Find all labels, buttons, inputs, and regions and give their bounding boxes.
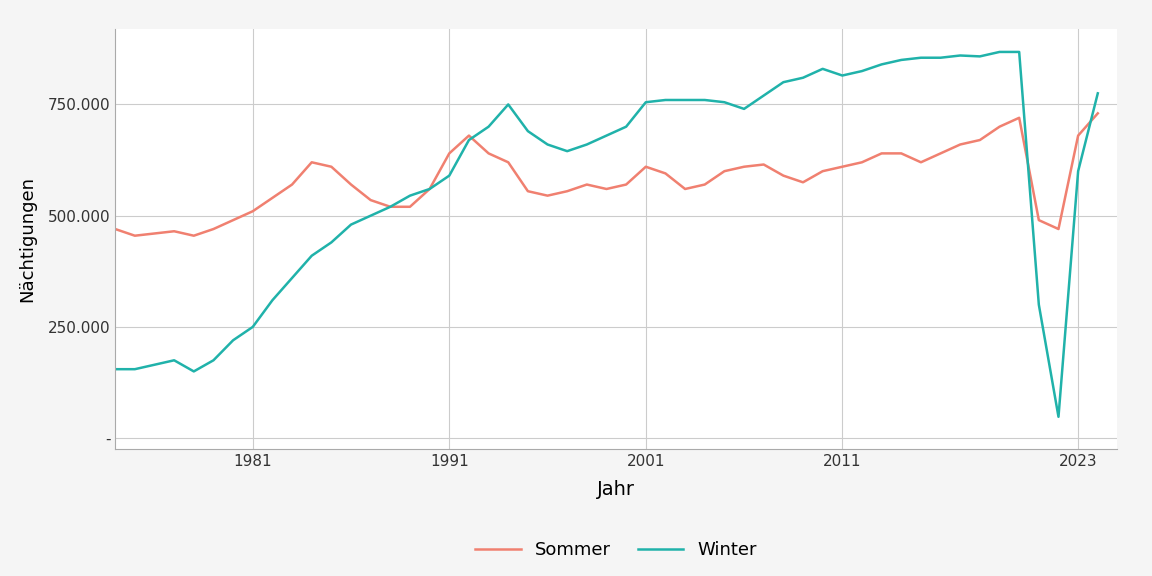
Sommer (423, 185, 437, 192)
Sommer (344, 181, 358, 188)
Winter (816, 66, 829, 73)
Sommer (1071, 132, 1085, 139)
Winter (108, 366, 122, 373)
Winter (423, 185, 437, 192)
Y-axis label: Nächtigungen: Nächtigungen (18, 176, 37, 302)
Sommer (108, 226, 122, 233)
X-axis label: Jahr: Jahr (598, 480, 635, 499)
Legend: Sommer, Winter: Sommer, Winter (468, 534, 765, 566)
Winter (325, 239, 339, 246)
Winter (993, 48, 1007, 55)
Sommer (776, 172, 790, 179)
Sommer (442, 150, 456, 157)
Winter (1052, 414, 1066, 420)
Winter (757, 92, 771, 99)
Sommer (128, 232, 142, 239)
Winter (1071, 168, 1085, 175)
Sommer (835, 163, 849, 170)
Winter (1091, 90, 1105, 97)
Winter (403, 192, 417, 199)
Line: Winter: Winter (115, 52, 1098, 417)
Line: Sommer: Sommer (115, 113, 1098, 236)
Sommer (1091, 110, 1105, 117)
